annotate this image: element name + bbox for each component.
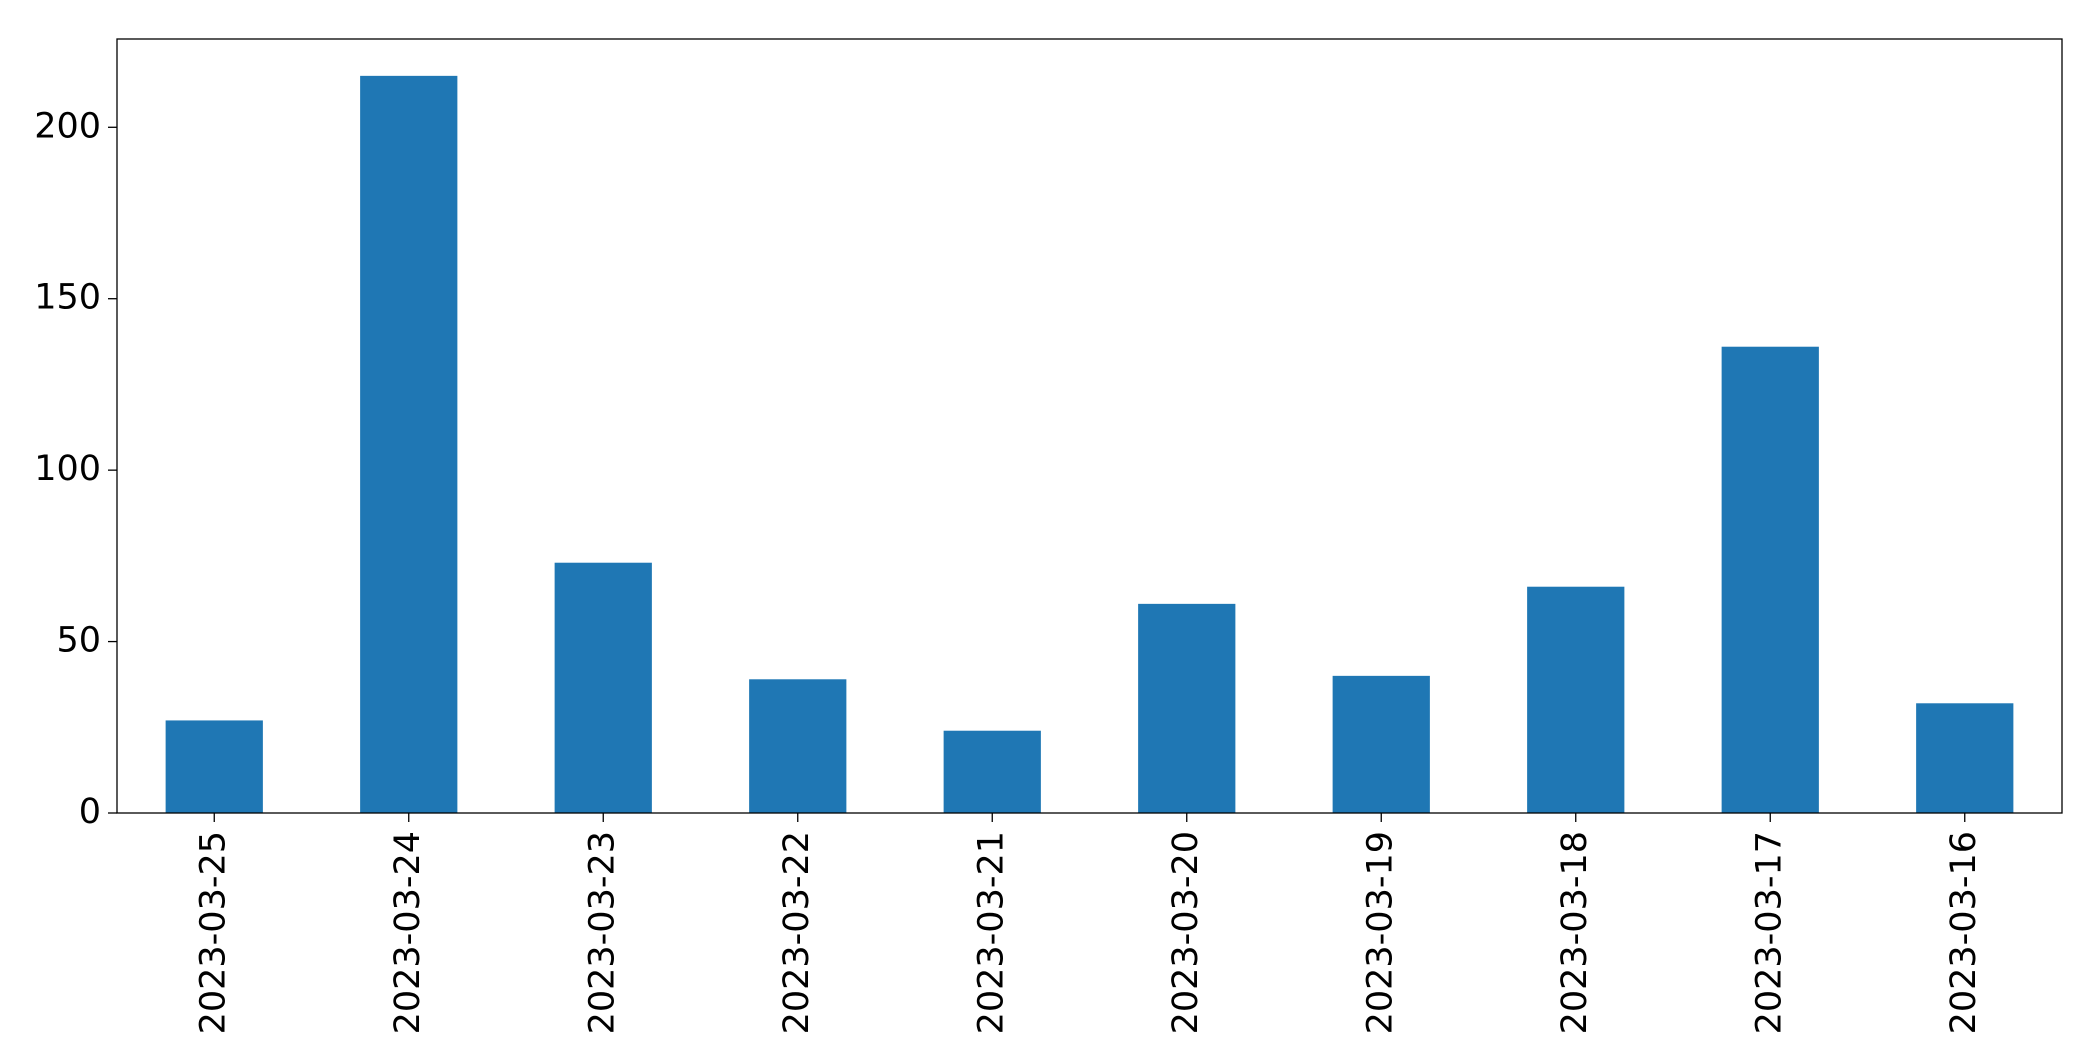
x-tick-label: 2023-03-17	[1749, 831, 1789, 1034]
x-tick-label: 2023-03-23	[582, 831, 622, 1034]
bar	[1721, 346, 1819, 813]
x-tick-label: 2023-03-22	[777, 831, 817, 1034]
bar	[1138, 603, 1236, 813]
bar	[1916, 703, 2014, 813]
bar	[165, 720, 263, 813]
bar	[1332, 675, 1430, 813]
x-tick-label: 2023-03-16	[1944, 831, 1984, 1034]
y-tick-label: 100	[34, 449, 101, 489]
bar	[1527, 586, 1625, 813]
x-tick-label: 2023-03-20	[1166, 831, 1206, 1034]
axes-frame	[116, 38, 2063, 814]
x-tick-label: 2023-03-25	[193, 831, 233, 1034]
y-tick-label: 200	[34, 106, 101, 146]
y-tick-label: 150	[34, 278, 101, 318]
x-tick-label: 2023-03-24	[388, 831, 428, 1034]
x-tick-label: 2023-03-18	[1555, 831, 1595, 1034]
x-tick-label: 2023-03-19	[1360, 831, 1400, 1034]
bar	[554, 562, 652, 813]
bar	[360, 75, 458, 814]
x-tick-label: 2023-03-21	[971, 831, 1011, 1034]
y-tick-label: 50	[56, 621, 101, 661]
y-tick-label: 0	[79, 792, 101, 832]
bar	[749, 679, 847, 813]
bar	[943, 730, 1041, 813]
